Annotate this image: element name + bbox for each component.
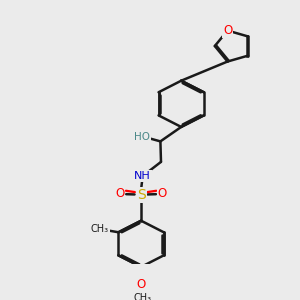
Text: S: S bbox=[137, 188, 146, 202]
Text: CH₃: CH₃ bbox=[91, 224, 109, 234]
Text: NH: NH bbox=[134, 171, 151, 181]
Text: O: O bbox=[158, 188, 167, 200]
Text: CH₃: CH₃ bbox=[133, 293, 151, 300]
Text: HO: HO bbox=[134, 132, 150, 142]
Text: O: O bbox=[223, 24, 232, 37]
Text: O: O bbox=[136, 278, 146, 290]
Text: O: O bbox=[115, 188, 124, 200]
